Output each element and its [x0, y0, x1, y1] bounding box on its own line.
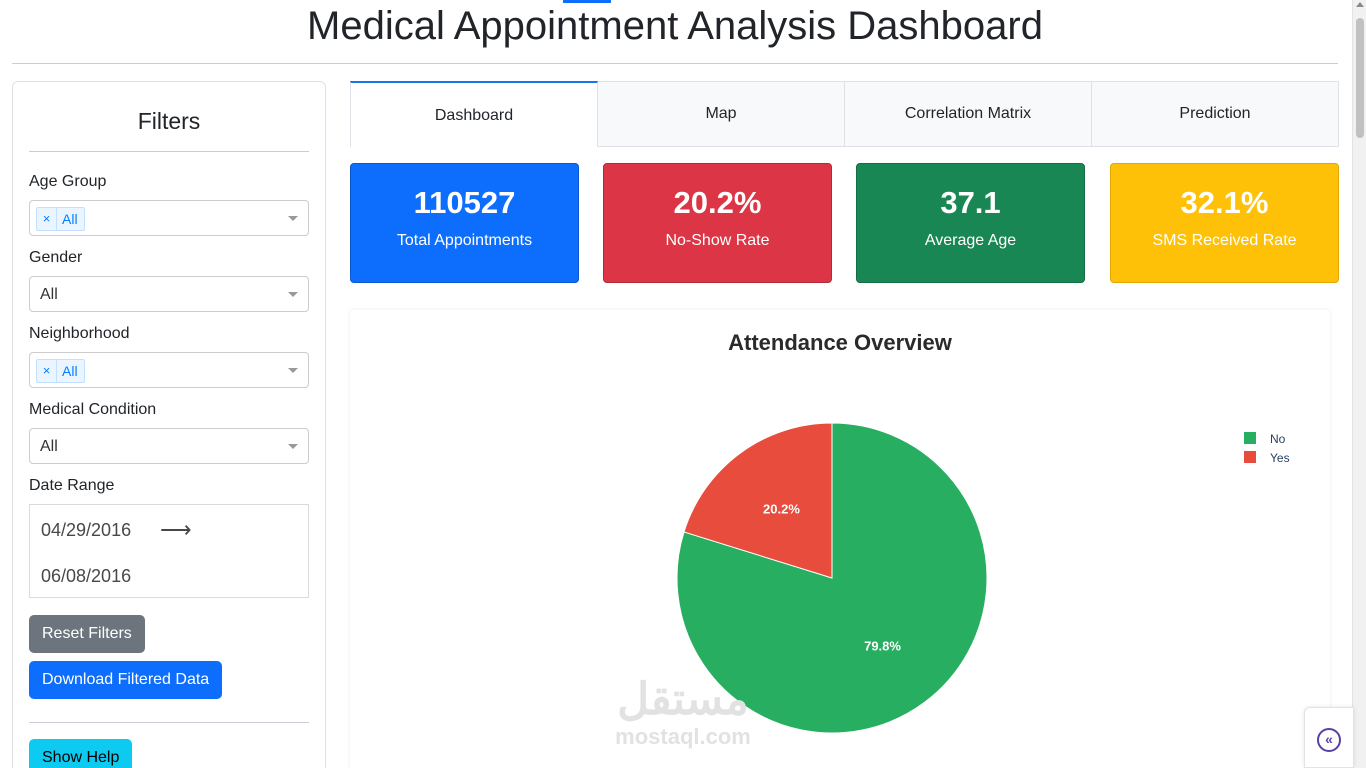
kpi-value: 37.1	[940, 185, 1001, 220]
page-scrollbar[interactable]	[1352, 0, 1366, 768]
kpi-label: Average Age	[924, 232, 1017, 249]
kpi-sms-received-rate: 32.1% SMS Received Rate	[1110, 163, 1339, 283]
medical-condition-value: All	[40, 438, 58, 455]
show-help-button[interactable]: Show Help	[29, 739, 133, 768]
tab-prediction[interactable]: Prediction	[1092, 81, 1339, 147]
gender-select[interactable]: All	[29, 276, 309, 312]
watermark-arabic: مستقل	[617, 675, 749, 724]
legend-label-no[interactable]: No	[1270, 432, 1286, 446]
pie-label-no: 79.8%	[864, 639, 901, 654]
kpi-value: 32.1%	[1180, 185, 1269, 220]
arrow-right-icon: ⟶	[160, 517, 192, 542]
date-range-picker: 04/29/2016 ⟶ 06/08/2016	[29, 504, 309, 598]
gender-label: Gender	[29, 249, 83, 266]
double-chevron-left-icon[interactable]: «	[1317, 728, 1341, 752]
tab-correlation-matrix[interactable]: Correlation Matrix	[845, 81, 1092, 147]
scrollbar-thumb[interactable]	[1356, 18, 1364, 138]
end-date-input[interactable]: 06/08/2016	[41, 566, 132, 586]
chip-remove-icon[interactable]: ×	[37, 360, 57, 382]
kpi-value: 20.2%	[673, 185, 762, 220]
collapse-panel-button[interactable]: «	[1304, 707, 1354, 768]
kpi-label: No-Show Rate	[665, 232, 770, 249]
chevron-down-icon[interactable]	[288, 444, 298, 449]
start-date-input[interactable]: 04/29/2016	[41, 520, 132, 540]
medical-condition-label: Medical Condition	[29, 401, 157, 418]
neighborhood-label: Neighborhood	[29, 325, 130, 342]
gender-value: All	[40, 286, 58, 303]
scroll-up-icon[interactable]	[1356, 2, 1364, 7]
neighborhood-chip: × All	[36, 359, 85, 383]
watermark-latin: mostaql.com	[615, 724, 751, 749]
kpi-total-appointments: 110527 Total Appointments	[350, 163, 579, 283]
chip-remove-icon[interactable]: ×	[37, 208, 57, 230]
kpi-label: SMS Received Rate	[1152, 232, 1297, 249]
date-range-label: Date Range	[29, 477, 115, 494]
kpi-average-age: 37.1 Average Age	[856, 163, 1085, 283]
filters-sidebar: Filters Age Group × All Gender All Neigh…	[12, 81, 326, 768]
kpi-label: Total Appointments	[396, 232, 533, 249]
age-group-select[interactable]: × All	[29, 200, 309, 236]
legend-swatch-no[interactable]	[1244, 432, 1256, 444]
chevron-down-icon[interactable]	[288, 292, 298, 297]
age-group-label: Age Group	[29, 173, 107, 190]
chevron-down-icon[interactable]	[288, 368, 298, 373]
kpi-no-show-rate: 20.2% No-Show Rate	[603, 163, 832, 283]
chart-title: Attendance Overview	[728, 330, 953, 355]
kpi-value: 110527	[413, 185, 516, 220]
download-filtered-data-button[interactable]: Download Filtered Data	[29, 661, 223, 699]
chevron-down-icon[interactable]	[288, 216, 298, 221]
title-accent-bar	[563, 0, 611, 3]
reset-filters-button[interactable]: Reset Filters	[29, 615, 145, 653]
tab-dashboard[interactable]: Dashboard	[350, 81, 598, 147]
legend-label-yes[interactable]: Yes	[1270, 451, 1290, 465]
filters-heading: Filters	[137, 108, 201, 134]
attendance-pie-chart: Attendance Overview 79.8% 20.2% No Yes	[676, 330, 1290, 734]
attendance-chart-card: Attendance Overview 79.8% 20.2% No Yes	[350, 310, 1330, 768]
filters-divider	[29, 151, 309, 152]
chip-value: All	[62, 211, 78, 227]
legend-swatch-yes[interactable]	[1244, 451, 1256, 463]
medical-condition-select[interactable]: All	[29, 428, 309, 464]
age-group-chip: × All	[36, 207, 85, 231]
filters-bottom-divider	[29, 722, 309, 723]
pie-slice-yes[interactable]	[683, 422, 833, 579]
tab-bar: Dashboard Map Correlation Matrix Predict…	[350, 81, 1339, 147]
page-title: Medical Appointment Analysis Dashboard	[12, 0, 1338, 64]
tab-map[interactable]: Map	[598, 81, 845, 147]
mostaql-watermark: مستقل mostaql.com	[598, 675, 768, 749]
pie-label-yes: 20.2%	[763, 501, 800, 516]
neighborhood-select[interactable]: × All	[29, 352, 309, 388]
chip-value: All	[62, 363, 78, 379]
